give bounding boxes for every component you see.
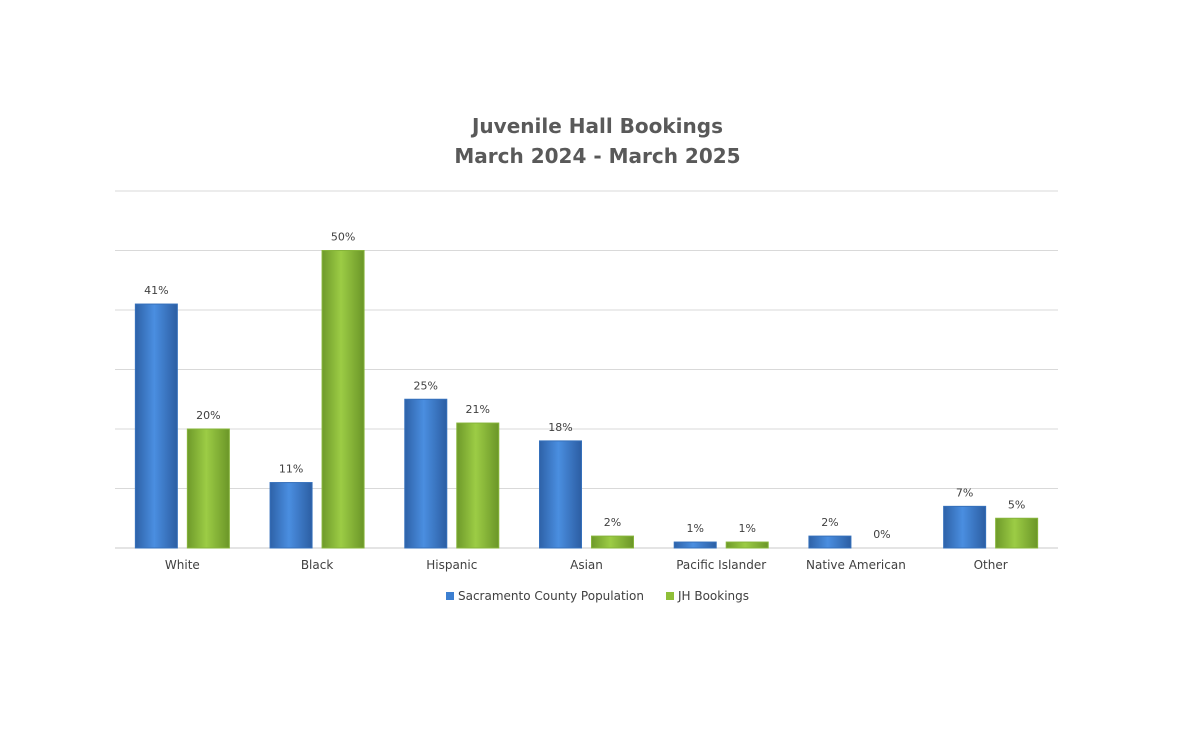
data-label-population: 41% — [144, 284, 168, 297]
category-label: Other — [974, 558, 1008, 572]
bar-bookings — [591, 535, 634, 549]
bar-bookings — [456, 422, 500, 549]
chart-subtitle: March 2024 - March 2025 — [454, 144, 741, 168]
data-label-bookings: 50% — [331, 231, 355, 244]
data-label-bookings: 5% — [1008, 498, 1025, 511]
bar-bookings — [995, 517, 1039, 549]
data-label-bookings: 0% — [873, 528, 890, 541]
data-label-population: 18% — [548, 421, 572, 434]
legend-swatch-population — [445, 592, 454, 600]
legend-label-bookings: JH Bookings — [677, 589, 750, 603]
data-label-population: 2% — [821, 516, 838, 529]
bar-population — [269, 482, 313, 549]
category-axis-labels: White Black Hispanic Asian Pacific Islander N… — [165, 558, 1008, 572]
data-labels: 41% 20% 11% 50% 25% 21% 18% 2% 1% 1% 2% 0% 7% 5% — [144, 231, 1025, 542]
data-label-bookings: 2% — [604, 516, 621, 529]
category-label: Black — [301, 558, 334, 572]
gridlines — [115, 190, 1058, 549]
data-label-population: 25% — [414, 379, 438, 392]
legend-item-bookings: JH Bookings — [665, 589, 750, 603]
bar-population — [134, 303, 178, 549]
legend-item-population: Sacramento County Population — [445, 589, 644, 603]
category-label: White — [165, 558, 200, 572]
bar-population — [673, 541, 717, 549]
category-label: Pacific Islander — [676, 558, 766, 572]
data-label-bookings: 1% — [738, 522, 755, 535]
legend: Sacramento County Population JH Bookings — [0, 589, 1195, 603]
bar-population — [539, 440, 582, 549]
bars — [134, 250, 1039, 549]
bar-bookings — [321, 250, 365, 549]
data-label-bookings: 21% — [466, 403, 490, 416]
bar-bookings — [725, 541, 769, 549]
bar-population — [808, 535, 852, 549]
category-label: Hispanic — [426, 558, 477, 572]
bar-bookings — [186, 428, 230, 549]
legend-label-population: Sacramento County Population — [457, 589, 644, 603]
data-label-population: 1% — [686, 522, 703, 535]
category-label: Asian — [570, 558, 603, 572]
chart-title: Juvenile Hall Bookings — [471, 114, 723, 138]
bar-population — [943, 505, 987, 549]
category-label: Native American — [806, 558, 906, 572]
data-label-population: 11% — [279, 463, 303, 476]
data-label-population: 7% — [956, 486, 973, 499]
legend-swatch-bookings — [665, 592, 674, 600]
bar-population — [404, 398, 448, 549]
data-label-bookings: 20% — [196, 409, 220, 422]
